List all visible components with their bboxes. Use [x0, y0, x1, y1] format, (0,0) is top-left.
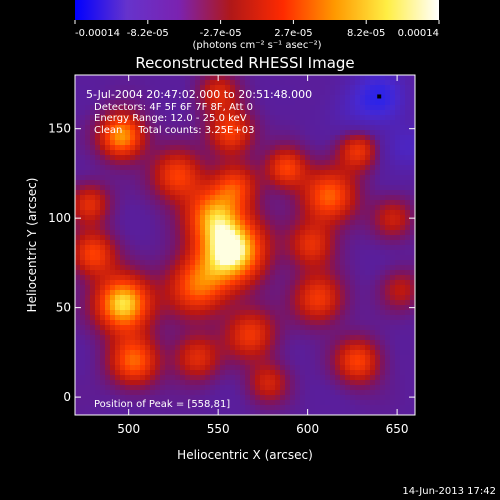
colorbar-tick-label: 0.00014 — [398, 28, 439, 39]
info-line-energy: Energy Range: 12.0 - 25.0 keV — [94, 113, 247, 124]
x-tick-label: 500 — [117, 422, 140, 436]
colorbar — [75, 0, 439, 20]
colorbar-tick-label: 2.7e-05 — [274, 28, 312, 39]
colorbar-tick-label: -2.7e-05 — [200, 28, 242, 39]
colorbar-tick-label: 8.2e-05 — [347, 28, 385, 39]
x-tick-label: 550 — [207, 422, 230, 436]
colorbar-ticks: -0.00014 -8.2e-05 -2.7e-05 2.7e-05 8.2e-05 0.… — [74, 20, 440, 39]
info-line-detectors: Detectors: 4F 5F 6F 7F 8F, Att 0 — [94, 102, 253, 113]
axis-ticks: 500 550 600 650 0 50 100 150 — [48, 75, 415, 436]
x-tick-label: 650 — [386, 422, 409, 436]
info-line-time: 5-Jul-2004 20:47:02.000 to 20:51:48.000 — [86, 88, 312, 101]
peak-position-label: Position of Peak = [558,81] — [94, 399, 230, 410]
colorbar-unit-label: (photons cm⁻² s⁻¹ asec⁻²) — [192, 40, 321, 51]
colorbar-tick-label: -0.00014 — [75, 28, 120, 39]
chart-title: Reconstructed RHESSI Image — [135, 54, 354, 72]
x-axis-label: Heliocentric X (arcsec) — [177, 448, 313, 462]
info-line-clean: Clean Total counts: 3.25E+03 — [94, 125, 254, 136]
minimum-marker — [377, 94, 382, 99]
y-tick-label: 50 — [56, 301, 71, 315]
plot-frame — [74, 74, 416, 416]
y-tick-label: 100 — [48, 211, 71, 225]
footer-date: 14-Jun-2013 17:42 — [402, 486, 496, 497]
y-tick-label: 150 — [48, 122, 71, 136]
heatmap-image — [75, 75, 415, 415]
colorbar-tick-label: -8.2e-05 — [127, 28, 169, 39]
y-axis-label: Heliocentric Y (arcsec) — [25, 178, 39, 313]
y-tick-label: 0 — [63, 390, 71, 404]
peak-marker — [377, 94, 382, 99]
x-tick-label: 600 — [296, 422, 319, 436]
